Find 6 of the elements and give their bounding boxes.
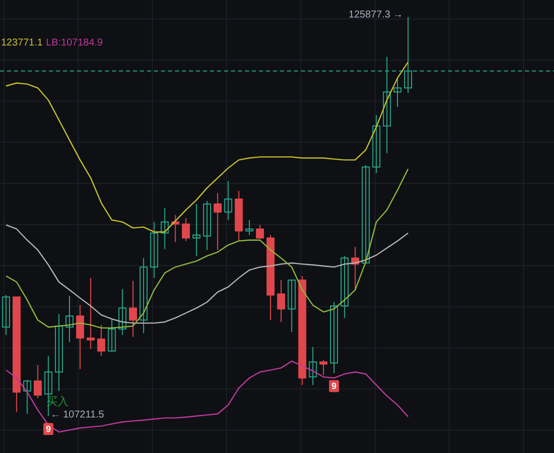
annotation: LB:107184.9 xyxy=(46,38,104,49)
annotation: 125877.3 → xyxy=(348,10,404,21)
annotation: 9 xyxy=(46,424,51,434)
annotation: 9 xyxy=(332,380,337,391)
annotation: 123771.1 xyxy=(1,38,44,49)
annotation: ← 107211.5 xyxy=(50,410,105,421)
